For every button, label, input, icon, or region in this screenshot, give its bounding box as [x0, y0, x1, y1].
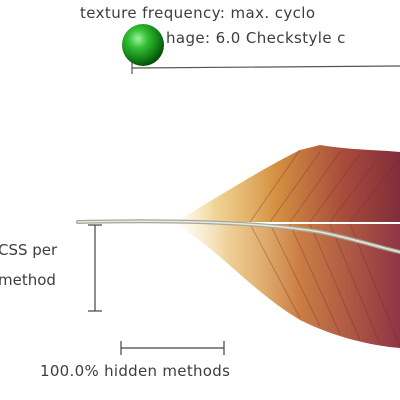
vertical-scale-label-line2: method: [0, 271, 56, 289]
legend-rule: [131, 65, 400, 69]
green-sphere-icon[interactable]: [122, 24, 164, 66]
horizontal-scale-label: 100.0% hidden methods: [40, 362, 231, 380]
legend-line-2: hage: 6.0 Checkstyle c: [166, 29, 346, 47]
vertical-scale-label-line1: CSS per: [0, 241, 58, 259]
feather-vane-lower: [175, 224, 400, 348]
feather-vane-upper: [175, 145, 400, 222]
quill-highlight: [77, 220, 400, 253]
feather-barbs: [249, 149, 400, 347]
legend-line-1: texture frequency: max. cyclo: [80, 4, 316, 22]
